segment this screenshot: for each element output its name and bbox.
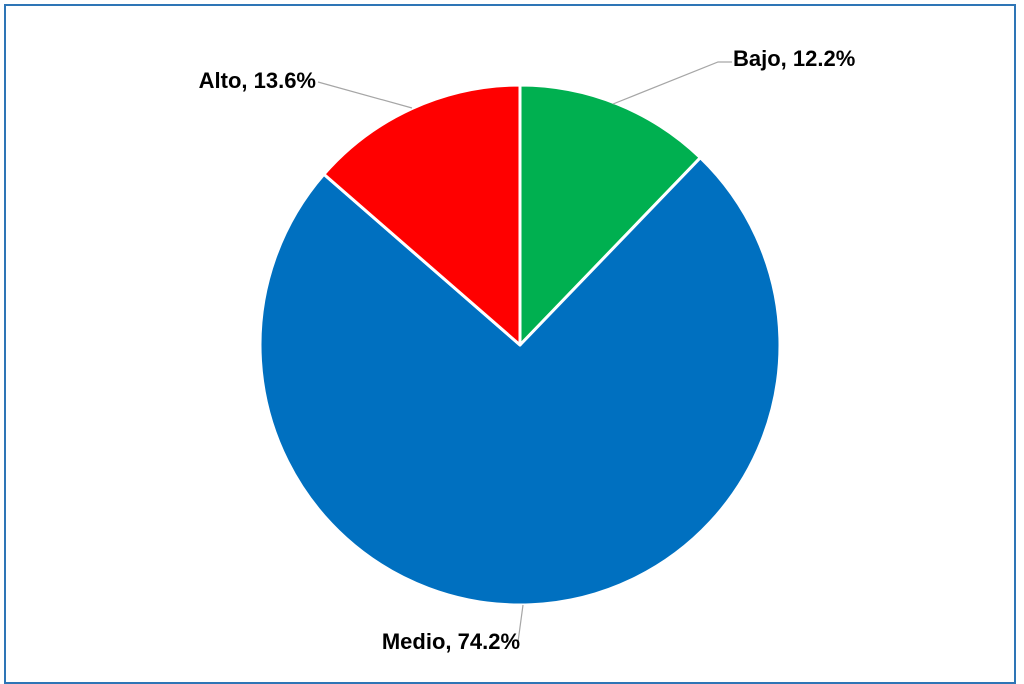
data-label-medio: Medio, 74.2%	[382, 629, 520, 654]
pie-slices	[258, 83, 782, 607]
leader-line-bajo	[612, 61, 732, 105]
pie-slice-bajo	[518, 83, 702, 347]
pie-slice-alto	[322, 83, 522, 347]
leader-line-medio	[517, 604, 524, 643]
data-label-alto: Alto, 13.6%	[199, 68, 316, 93]
pie-slice-medio	[258, 156, 782, 607]
leader-lines	[317, 61, 732, 643]
data-labels: Bajo, 12.2% Medio, 74.2% Alto, 13.6%	[199, 46, 856, 654]
data-label-bajo: Bajo, 12.2%	[733, 46, 855, 71]
leader-line-alto	[317, 81, 413, 109]
